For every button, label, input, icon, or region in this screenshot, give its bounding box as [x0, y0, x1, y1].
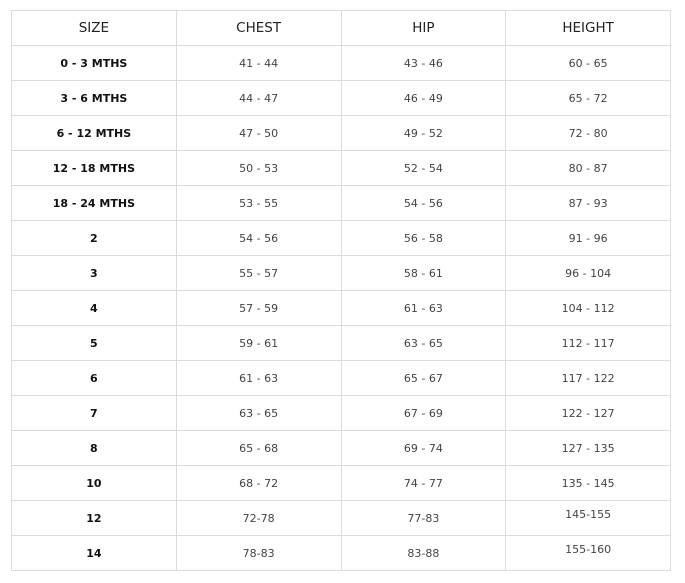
chest-cell: 63 - 65: [175, 395, 342, 431]
hip-cell: 77-83: [340, 500, 507, 536]
size-cell: 0 - 3 MTHS: [11, 45, 177, 81]
chest-cell: 72-78: [175, 500, 342, 536]
size-chart-table: SIZE CHEST HIP HEIGHT 0 - 3 MTHS 41 - 44 4…: [11, 10, 671, 571]
height-cell: 112 - 117: [505, 325, 671, 361]
height-cell: 127 - 135: [505, 430, 671, 466]
table-row: 18 - 24 MTHS 53 - 55 54 - 56 87 - 93: [11, 185, 671, 221]
height-cell: 145-155: [505, 500, 671, 536]
hip-cell: 83-88: [340, 535, 507, 571]
hip-cell: 56 - 58: [340, 220, 507, 256]
chest-cell: 54 - 56: [175, 220, 342, 256]
chest-cell: 65 - 68: [175, 430, 342, 466]
height-cell: 117 - 122: [505, 360, 671, 396]
height-cell: 87 - 93: [505, 185, 671, 221]
chest-cell: 68 - 72: [175, 465, 342, 501]
hip-cell: 61 - 63: [340, 290, 507, 326]
height-cell: 155-160: [505, 535, 671, 571]
hip-cell: 65 - 67: [340, 360, 507, 396]
hip-cell: 49 - 52: [340, 115, 507, 151]
chest-cell: 78-83: [175, 535, 342, 571]
size-cell: 3 - 6 MTHS: [11, 80, 177, 116]
hip-cell: 46 - 49: [340, 80, 507, 116]
size-cell: 12 - 18 MTHS: [11, 150, 177, 186]
hip-cell: 63 - 65: [340, 325, 507, 361]
height-cell: 91 - 96: [505, 220, 671, 256]
hip-cell: 74 - 77: [340, 465, 507, 501]
height-cell: 80 - 87: [505, 150, 671, 186]
size-cell: 3: [11, 255, 177, 291]
size-cell: 10: [11, 465, 177, 501]
size-cell: 14: [11, 535, 177, 571]
chest-cell: 57 - 59: [175, 290, 342, 326]
hip-cell: 52 - 54: [340, 150, 507, 186]
table-row: 4 57 - 59 61 - 63 104 - 112: [11, 290, 671, 326]
header-hip: HIP: [340, 10, 507, 46]
chest-cell: 44 - 47: [175, 80, 342, 116]
chest-cell: 53 - 55: [175, 185, 342, 221]
hip-cell: 43 - 46: [340, 45, 507, 81]
table-row: 0 - 3 MTHS 41 - 44 43 - 46 60 - 65: [11, 45, 671, 81]
header-size: SIZE: [11, 10, 177, 46]
hip-cell: 67 - 69: [340, 395, 507, 431]
table-row: 7 63 - 65 67 - 69 122 - 127: [11, 395, 671, 431]
table-row: 8 65 - 68 69 - 74 127 - 135: [11, 430, 671, 466]
chest-cell: 55 - 57: [175, 255, 342, 291]
size-cell: 5: [11, 325, 177, 361]
table-row: 6 61 - 63 65 - 67 117 - 122: [11, 360, 671, 396]
table-row: 12 - 18 MTHS 50 - 53 52 - 54 80 - 87: [11, 150, 671, 186]
header-height: HEIGHT: [505, 10, 671, 46]
height-cell: 135 - 145: [505, 465, 671, 501]
size-cell: 12: [11, 500, 177, 536]
table-row: 3 55 - 57 58 - 61 96 - 104: [11, 255, 671, 291]
table-row: 5 59 - 61 63 - 65 112 - 117: [11, 325, 671, 361]
table-row: 12 72-78 77-83 145-155: [11, 500, 671, 536]
chest-cell: 41 - 44: [175, 45, 342, 81]
header-row: SIZE CHEST HIP HEIGHT: [11, 10, 671, 46]
table-row: 10 68 - 72 74 - 77 135 - 145: [11, 465, 671, 501]
height-cell: 96 - 104: [505, 255, 671, 291]
header-chest: CHEST: [175, 10, 342, 46]
size-cell: 2: [11, 220, 177, 256]
height-cell: 65 - 72: [505, 80, 671, 116]
size-cell: 6: [11, 360, 177, 396]
table-row: 3 - 6 MTHS 44 - 47 46 - 49 65 - 72: [11, 80, 671, 116]
table-row: 2 54 - 56 56 - 58 91 - 96: [11, 220, 671, 256]
size-cell: 18 - 24 MTHS: [11, 185, 177, 221]
height-cell: 72 - 80: [505, 115, 671, 151]
hip-cell: 69 - 74: [340, 430, 507, 466]
chest-cell: 47 - 50: [175, 115, 342, 151]
hip-cell: 54 - 56: [340, 185, 507, 221]
size-cell: 8: [11, 430, 177, 466]
height-cell: 104 - 112: [505, 290, 671, 326]
table-row: 14 78-83 83-88 155-160: [11, 535, 671, 571]
table-row: 6 - 12 MTHS 47 - 50 49 - 52 72 - 80: [11, 115, 671, 151]
chest-cell: 61 - 63: [175, 360, 342, 396]
hip-cell: 58 - 61: [340, 255, 507, 291]
size-cell: 4: [11, 290, 177, 326]
chest-cell: 59 - 61: [175, 325, 342, 361]
chest-cell: 50 - 53: [175, 150, 342, 186]
size-cell: 6 - 12 MTHS: [11, 115, 177, 151]
size-cell: 7: [11, 395, 177, 431]
height-cell: 122 - 127: [505, 395, 671, 431]
height-cell: 60 - 65: [505, 45, 671, 81]
